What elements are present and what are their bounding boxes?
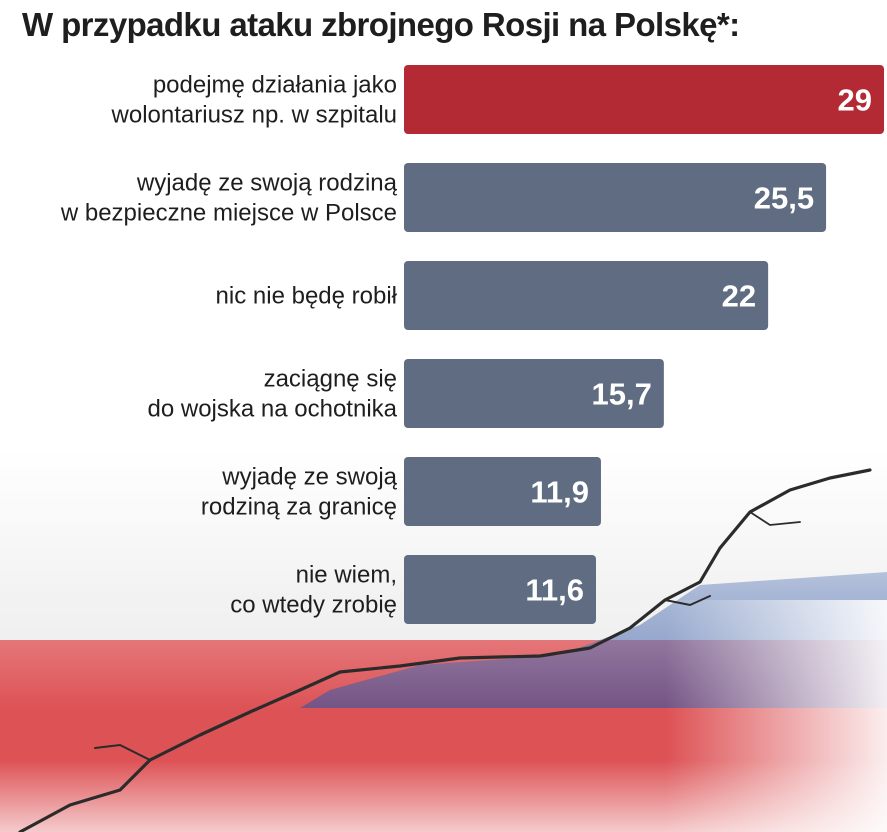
category-label-1-1: w bezpieczne miejsce w Polsce	[60, 200, 397, 227]
bar-0	[404, 65, 884, 134]
bar-2	[404, 261, 769, 330]
value-label-3: 15,7	[592, 377, 652, 412]
value-label-0: 29	[838, 83, 872, 118]
category-label-5-1: co wtedy zrobię	[230, 592, 397, 619]
category-label-4-1: rodziną za granicę	[201, 494, 397, 521]
value-label-4: 11,9	[530, 475, 589, 510]
value-label-1: 25,5	[754, 181, 814, 216]
value-label-2: 22	[722, 279, 756, 314]
category-label-3-1: do wojska na ochotnika	[148, 396, 398, 423]
category-label-0-0: podejmę działania jako	[153, 72, 397, 99]
chart-title: W przypadku ataku zbrojnego Rosji na Pol…	[22, 6, 740, 43]
bar-1	[404, 163, 827, 232]
bar-5	[404, 555, 596, 624]
category-label-3-0: zaciągnę się	[264, 366, 397, 393]
category-label-1-0: wyjadę ze swoją rodziną	[136, 170, 398, 197]
category-label-5-0: nie wiem,	[296, 562, 397, 589]
category-label-0-1: wolontariusz np. w szpitalu	[111, 102, 397, 129]
category-label-4-0: wyjadę ze swoją	[221, 464, 397, 491]
category-label-2-0: nic nie będę robił	[216, 283, 398, 310]
bar-3	[404, 359, 664, 428]
bar-4	[404, 457, 601, 526]
value-label-5: 11,6	[525, 573, 584, 608]
